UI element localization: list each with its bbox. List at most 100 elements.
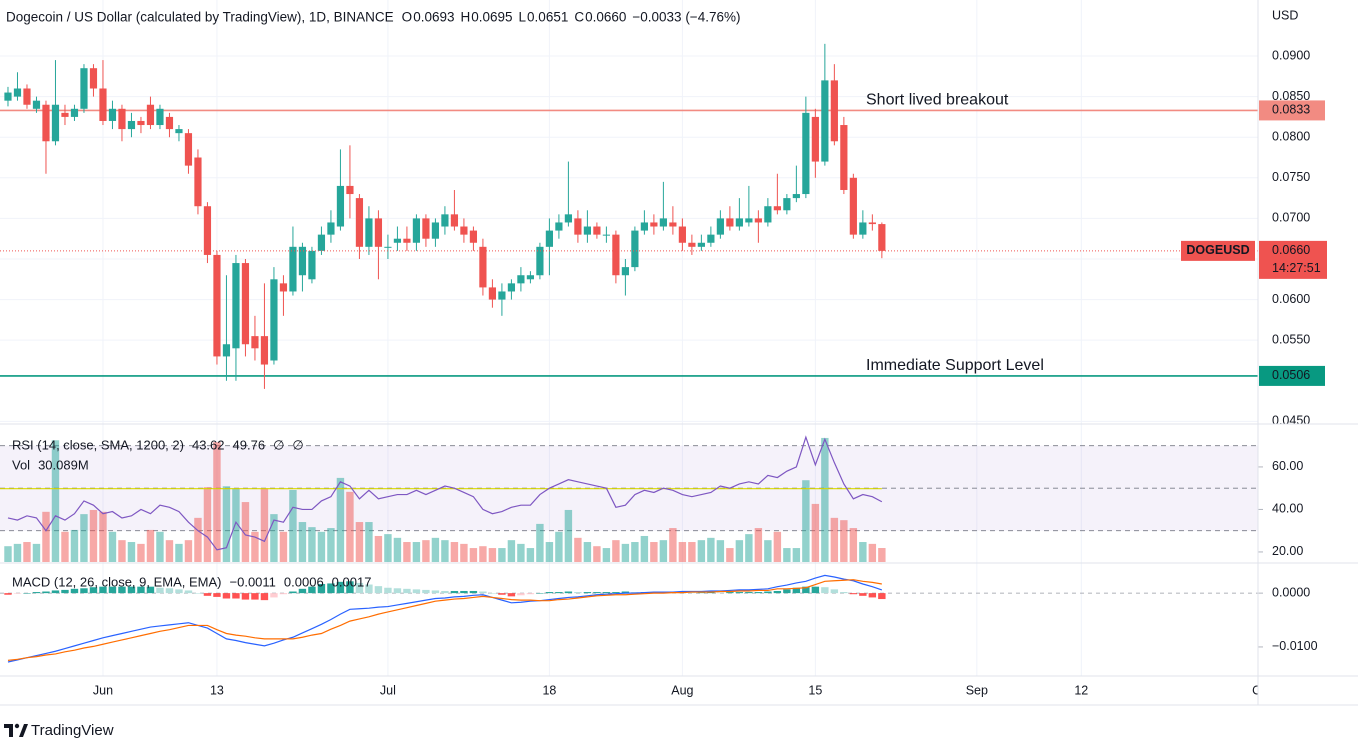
- macd-tick-label: 0.0000: [1272, 585, 1310, 599]
- volume-bar: [621, 543, 630, 562]
- candle-body: [355, 198, 364, 247]
- volume-bar: [4, 546, 12, 562]
- volume-bar: [669, 528, 677, 562]
- macd-histogram-bar: [336, 581, 345, 594]
- volume-legend-value: 30.089M: [38, 457, 89, 472]
- macd-histogram-bar: [507, 593, 516, 597]
- macd-histogram-bar: [517, 593, 525, 596]
- volume-bar: [612, 540, 620, 562]
- volume-bar: [498, 548, 506, 562]
- volume-bar: [821, 437, 829, 562]
- macd-histogram-bar: [317, 583, 326, 594]
- volume-bar: [279, 531, 288, 562]
- macd-histogram-bar: [213, 593, 221, 597]
- macd-histogram-bar: [61, 589, 69, 594]
- candle-body: [346, 185, 354, 195]
- logo-text: TradingView: [31, 722, 114, 739]
- candle-body: [697, 242, 705, 247]
- rsi-legend-extra: ∅: [273, 437, 284, 452]
- rsi-line: [7, 435, 883, 551]
- last-price-label: 0.0660: [1272, 243, 1310, 257]
- volume-bar: [859, 542, 867, 562]
- candle-body: [498, 291, 506, 300]
- candle-body: [232, 263, 240, 349]
- volume-bar: [203, 487, 212, 562]
- candle-body: [203, 206, 212, 255]
- candle-body: [99, 88, 107, 121]
- candle-body: [32, 100, 41, 109]
- x-tick-label: 13: [210, 683, 224, 697]
- macd-histogram-bar: [355, 582, 364, 594]
- candle-body: [716, 218, 724, 235]
- macd-histogram-bar: [859, 593, 867, 596]
- macd-histogram-bar: [849, 593, 858, 595]
- macd-histogram-bar: [602, 592, 611, 594]
- volume-bar: [868, 543, 877, 562]
- candle-body: [336, 185, 345, 227]
- volume-bar: [384, 534, 392, 562]
- level-annotation: Short lived breakout: [866, 92, 1009, 109]
- macd-histogram-bar: [89, 587, 98, 594]
- volume-bar: [70, 529, 79, 562]
- macd-histogram-bar: [583, 592, 592, 594]
- level-annotation: Immediate Support Level: [866, 357, 1044, 374]
- candle-body: [175, 129, 183, 134]
- rsi-tick-label: 60.00: [1272, 459, 1303, 473]
- macd-histogram-bar: [365, 584, 373, 594]
- candle-body: [270, 279, 278, 361]
- candle-body: [517, 275, 525, 284]
- candle-body: [327, 222, 335, 235]
- candle-body: [279, 283, 288, 292]
- macd-histogram-bar: [612, 592, 620, 594]
- candle-body: [374, 218, 383, 247]
- volume-bar: [251, 531, 259, 562]
- volume-bar: [51, 440, 60, 562]
- macd-histogram-bar: [545, 592, 554, 594]
- volume-bar: [688, 542, 696, 562]
- overlay-layer: 0.04500.05500.06000.06500.07000.07500.08…: [6, 10, 1327, 653]
- ohlc-letter: H: [460, 10, 470, 25]
- candle-body: [403, 238, 411, 243]
- volume-bar: [469, 548, 478, 562]
- candle-body: [289, 246, 297, 292]
- volume-bar: [802, 480, 810, 562]
- macd-histogram-bar: [840, 592, 848, 594]
- x-tick-label: 12: [1074, 683, 1088, 697]
- volume-bar: [840, 520, 848, 562]
- macd-histogram-bar: [564, 591, 573, 594]
- candle-body: [659, 218, 667, 227]
- macd-line: [7, 574, 883, 663]
- candle-body: [593, 226, 601, 235]
- volume-bar: [317, 531, 326, 562]
- macd-histogram-bar: [536, 593, 544, 594]
- candle-body: [13, 88, 22, 97]
- volume-bar: [298, 522, 307, 562]
- macd-histogram-bar: [384, 587, 392, 594]
- volume-bar: [355, 522, 364, 562]
- candle-body: [393, 238, 402, 243]
- candle-body: [137, 120, 145, 126]
- volume-bar: [783, 548, 791, 562]
- macd-histogram-bar: [156, 587, 164, 594]
- volume-bar: [697, 540, 706, 562]
- candle-body: [773, 206, 781, 211]
- volume-bar: [754, 528, 763, 562]
- y-tick-label: 0.0750: [1272, 170, 1310, 184]
- volume-bar: [849, 528, 858, 562]
- volume-bar: [631, 542, 639, 562]
- candle-body: [23, 88, 31, 105]
- macd-histogram-bar: [118, 586, 126, 594]
- candle-body: [488, 287, 497, 300]
- candle-body: [555, 222, 563, 231]
- macd-histogram-bar: [811, 586, 820, 594]
- macd-histogram-bar: [279, 593, 288, 595]
- macd-histogram-bar: [479, 591, 487, 594]
- volume-bar: [241, 502, 250, 562]
- macd-histogram-bar: [821, 587, 829, 594]
- volume-bar: [232, 488, 240, 562]
- volume-bar: [441, 540, 449, 562]
- signal-legend-value: 0.0017: [332, 574, 372, 589]
- volume-bar: [412, 542, 421, 562]
- x-tick-label: Oct: [1252, 683, 1272, 697]
